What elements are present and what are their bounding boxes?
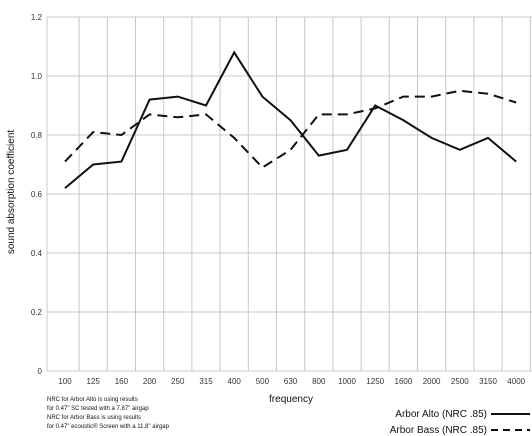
data-point-alto [515,161,517,163]
nrc-note-line: NRC for Arbor Bass is using results [47,415,141,421]
data-point-alto [318,155,320,157]
data-point-bass [120,134,122,136]
data-point-bass [233,137,235,139]
x-tick-label: 160 [115,377,129,386]
data-point-alto [92,164,94,166]
data-point-alto [177,96,179,98]
x-tick-label: 250 [171,377,185,386]
nrc-note-line: for 0.47" SC tested with a 7.87" airgap [47,406,149,412]
y-tick-label: 1.0 [31,72,43,81]
data-point-alto [290,119,292,121]
x-axis-title: frequency [269,394,313,405]
data-point-alto [149,99,151,101]
data-point-bass [64,161,66,163]
data-point-alto [205,105,207,107]
legend: Arbor Alto (NRC .85) Arbor Bass (NRC .85… [390,409,530,436]
data-point-alto [233,51,235,53]
x-tick-label: 4000 [507,377,525,386]
data-point-alto [431,137,433,139]
x-tick-label: 800 [312,377,326,386]
data-point-bass [290,149,292,151]
y-tick-label: 0 [38,367,43,376]
data-point-bass [459,90,461,92]
data-point-alto [459,149,461,151]
data-point-alto [64,187,66,189]
y-tick-labels: 0 0.2 0.4 0.6 0.8 1.0 1.2 [31,13,43,376]
data-point-bass [149,113,151,115]
x-tick-label: 1000 [338,377,356,386]
x-tick-labels: 100 125 160 200 250 315 400 500 630 800 1000 1250 16… [58,377,525,386]
y-tick-label: 0.4 [31,249,43,258]
data-point-bass [402,96,404,98]
y-tick-label: 1.2 [31,13,43,22]
data-point-alto [346,149,348,151]
data-point-alto [261,96,263,98]
data-point-bass [515,102,517,104]
data-point-bass [92,131,94,133]
data-point-alto [374,105,376,107]
y-axis-title: sound absorption coefficient [6,130,17,255]
legend-label-bass: Arbor Bass (NRC .85) [390,425,487,436]
x-tick-label: 100 [58,377,72,386]
data-point-bass [177,116,179,118]
nrc-note-line: NRC for Arbor Alto is using results [47,397,138,403]
data-point-bass [374,107,376,109]
data-point-bass [318,113,320,115]
grid [46,16,532,372]
series-lines [64,50,517,189]
data-point-bass [487,93,489,95]
x-tick-label: 315 [199,377,213,386]
y-tick-label: 0.6 [31,190,43,199]
data-point-bass [205,113,207,115]
nrc-note: NRC for Arbor Alto is using results for … [47,397,170,430]
series-line-alto [64,50,517,189]
y-tick-label: 0.8 [31,131,43,140]
x-tick-label: 1250 [366,377,384,386]
data-point-bass [261,166,263,168]
x-tick-label: 125 [87,377,101,386]
x-tick-label: 2000 [423,377,441,386]
x-tick-label: 2500 [451,377,469,386]
x-tick-label: 3150 [479,377,497,386]
series-line-bass [64,89,517,169]
x-tick-label: 630 [284,377,298,386]
data-point-bass [346,113,348,115]
y-tick-label: 0.2 [31,308,43,317]
x-tick-label: 400 [228,377,242,386]
data-point-alto [402,119,404,121]
data-point-alto [120,161,122,163]
x-tick-label: 500 [256,377,270,386]
series-points [64,51,517,189]
legend-label-alto: Arbor Alto (NRC .85) [395,409,487,420]
data-point-bass [431,96,433,98]
x-tick-label: 200 [143,377,157,386]
data-point-alto [487,137,489,139]
nrc-note-line: for 0.47" ecoustic® Screen with a 11.8" … [47,423,170,430]
x-tick-label: 1600 [395,377,413,386]
